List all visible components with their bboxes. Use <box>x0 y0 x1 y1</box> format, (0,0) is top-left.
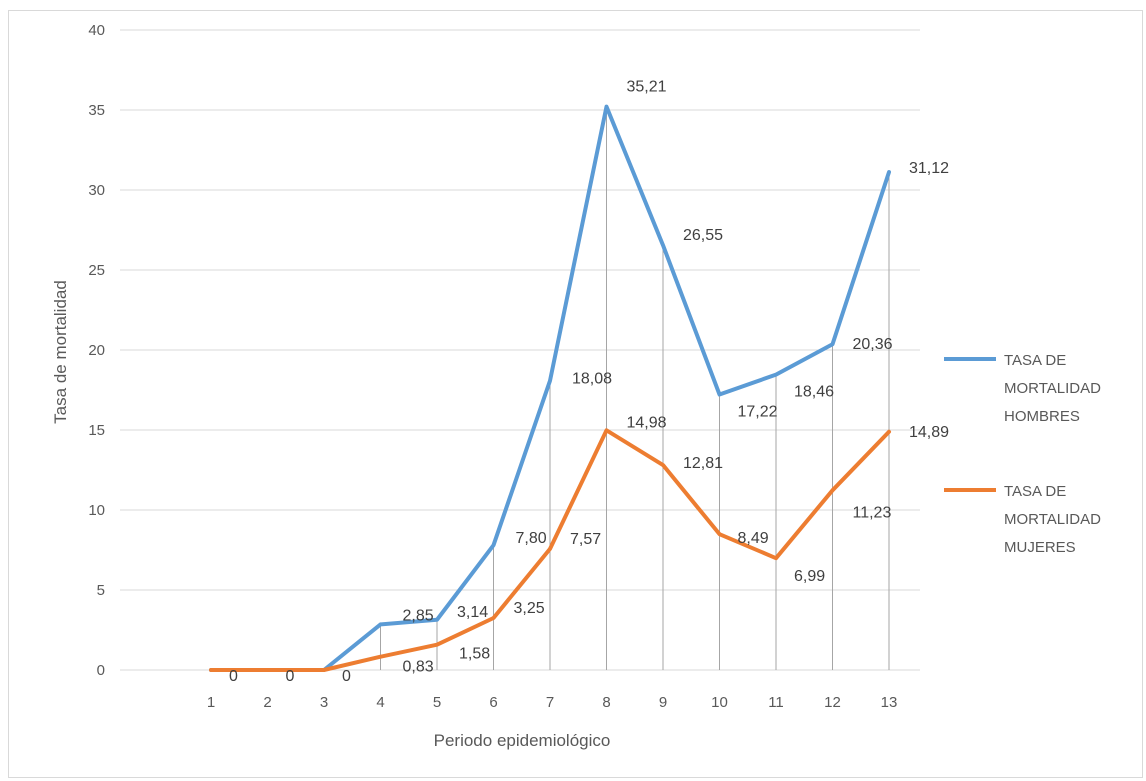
y-tick-label: 35 <box>88 102 105 119</box>
y-axis-title: Tasa de mortalidad <box>51 280 70 424</box>
legend-label: MORTALIDAD <box>1004 511 1101 528</box>
y-tick-label: 40 <box>88 22 105 39</box>
data-label: 7,57 <box>570 531 601 548</box>
y-tick-label: 15 <box>88 422 105 439</box>
data-label: 2,85 <box>403 607 434 624</box>
x-tick-label: 3 <box>320 694 328 711</box>
legend-label: MUJERES <box>1004 539 1076 556</box>
y-tick-label: 25 <box>88 262 105 279</box>
x-tick-label: 1 <box>207 694 215 711</box>
series-lines <box>209 104 891 672</box>
series-line <box>209 428 891 672</box>
data-label: 35,21 <box>627 79 667 96</box>
legend-label: TASA DE <box>1004 352 1066 369</box>
data-label: 12,81 <box>683 455 723 472</box>
x-tick-label: 10 <box>711 694 728 711</box>
drop-lines <box>380 106 890 670</box>
data-label: 3,14 <box>457 604 488 621</box>
data-label: 18,46 <box>794 384 834 401</box>
data-label: 0 <box>286 668 295 685</box>
chart-frame <box>8 10 1143 778</box>
data-label: 0 <box>229 668 238 685</box>
x-tick-label: 12 <box>824 694 841 711</box>
legend-label: HOMBRES <box>1004 408 1080 425</box>
x-axis-title: Periodo epidemiológico <box>434 731 611 750</box>
legend-label: MORTALIDAD <box>1004 380 1101 397</box>
data-label: 14,89 <box>909 424 949 441</box>
data-label: 0 <box>342 668 351 685</box>
x-tick-label: 9 <box>659 694 667 711</box>
x-tick-label: 5 <box>433 694 441 711</box>
x-tick-label: 11 <box>768 694 784 711</box>
data-label: 7,80 <box>516 530 547 547</box>
legend: TASA DE MORTALIDAD HOMBRES TASA DE MORTALIDA… <box>944 352 1101 556</box>
data-label: 3,25 <box>514 600 545 617</box>
y-tick-label: 30 <box>88 182 105 199</box>
y-tick-label: 5 <box>97 582 105 599</box>
data-label: 17,22 <box>738 403 778 420</box>
data-labels: 2,85 3,14 7,80 18,08 35,21 26,55 17,22 18,46 20,… <box>229 79 949 685</box>
x-tick-label: 8 <box>602 694 610 711</box>
data-label: 6,99 <box>794 568 825 585</box>
x-tick-label: 7 <box>546 694 554 711</box>
y-tick-label: 20 <box>88 342 105 359</box>
legend-label: TASA DE <box>1004 483 1066 500</box>
data-label: 31,12 <box>909 160 949 177</box>
data-label: 20,36 <box>853 336 893 353</box>
data-label: 1,58 <box>459 646 490 663</box>
x-tick-label: 13 <box>881 694 898 711</box>
y-tick-label: 0 <box>97 662 105 679</box>
y-tick-label: 10 <box>88 502 105 519</box>
x-tick-label: 4 <box>376 694 384 711</box>
data-label: 0,83 <box>403 659 434 676</box>
data-label: 8,49 <box>738 530 769 547</box>
data-label: 14,98 <box>627 414 667 431</box>
data-label: 18,08 <box>572 371 612 388</box>
x-tick-label: 6 <box>489 694 497 711</box>
x-tick-label: 2 <box>263 694 271 711</box>
data-label: 26,55 <box>683 227 723 244</box>
data-label: 11,23 <box>853 504 892 521</box>
